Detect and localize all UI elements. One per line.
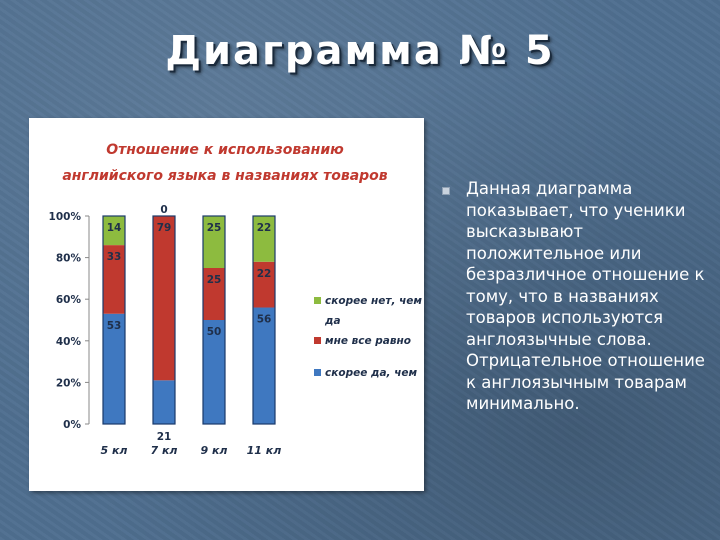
- bar-value-label: 56: [257, 314, 272, 326]
- y-tick-label: 0%: [63, 419, 81, 431]
- bar-outline: [202, 215, 226, 425]
- bar-value-label: 79: [157, 222, 172, 234]
- chart-panel: Отношение к использованию английского яз…: [29, 118, 424, 491]
- chart-title: Отношение к использованию английского яз…: [62, 142, 387, 184]
- stacked-bar-chart: Отношение к использованию английского яз…: [49, 142, 423, 457]
- bar-value-label: 21: [157, 431, 172, 443]
- bar-outline: [152, 215, 176, 425]
- y-axis: 0% 20% 40% 60% 80% 100%: [49, 211, 90, 431]
- bar-segment: [153, 216, 175, 381]
- legend-swatch: [314, 369, 321, 376]
- bar-segment: [203, 320, 225, 424]
- bar-value-label: 22: [257, 268, 272, 280]
- bar-segment: [103, 245, 125, 314]
- legend-label: мне все равно: [325, 335, 411, 347]
- bar-segment: [203, 216, 225, 268]
- bar-value-label: 33: [107, 251, 122, 263]
- legend-swatch: [314, 337, 321, 344]
- bar-segment: [203, 268, 225, 320]
- legend-swatch: [314, 297, 321, 304]
- legend-label: скорее да, чем: [325, 367, 418, 379]
- bar-value-label: 0: [160, 204, 167, 216]
- y-tick-label: 40%: [56, 336, 82, 348]
- bar-segment: [153, 380, 175, 424]
- bar-value-label: 22: [257, 222, 272, 234]
- y-tick-label: 100%: [49, 211, 82, 223]
- bar-segment: [103, 216, 125, 246]
- bar-value-label: 25: [207, 222, 222, 234]
- slide-title: Диаграмма № 5: [165, 28, 555, 74]
- x-tick-label: 11 кл: [247, 444, 282, 457]
- x-tick-label: 7 кл: [150, 444, 177, 457]
- legend-label: скорее нет, чем: [325, 295, 422, 307]
- chart-title-line-2: английского языка в названиях товаров: [62, 168, 387, 184]
- bar-value-label: 25: [207, 274, 222, 286]
- bars: [102, 215, 276, 425]
- bar-segment: [253, 216, 275, 262]
- bar-segment: [253, 261, 275, 308]
- bar-outline: [102, 215, 126, 425]
- bullet-marker: [442, 187, 450, 195]
- y-tick-label: 60%: [56, 294, 82, 306]
- x-tick-label: 9 кл: [200, 444, 227, 457]
- x-tick-label: 5 кл: [100, 444, 127, 457]
- legend: скорее нет, чем да мне все равно скорее да,…: [314, 295, 422, 379]
- chart-title-line-1: Отношение к использованию: [106, 142, 344, 158]
- bar-segment: [103, 313, 125, 424]
- bar-outline: [252, 215, 276, 425]
- x-axis: 5 кл 7 кл 9 кл 11 кл: [100, 444, 281, 457]
- legend-label-cont: да: [324, 315, 341, 327]
- y-tick-label: 80%: [56, 253, 82, 265]
- bar-segment: [253, 307, 275, 424]
- bar-value-label: 14: [107, 222, 122, 234]
- bar-value-labels: 53 33 14 21 79 0 50 25 25 56 22 22: [107, 204, 272, 443]
- bar-value-label: 53: [107, 320, 122, 332]
- y-tick-label: 20%: [56, 377, 82, 389]
- bullet-text: Данная диаграмма показывает, что ученики…: [466, 179, 705, 413]
- bar-value-label: 50: [207, 326, 222, 338]
